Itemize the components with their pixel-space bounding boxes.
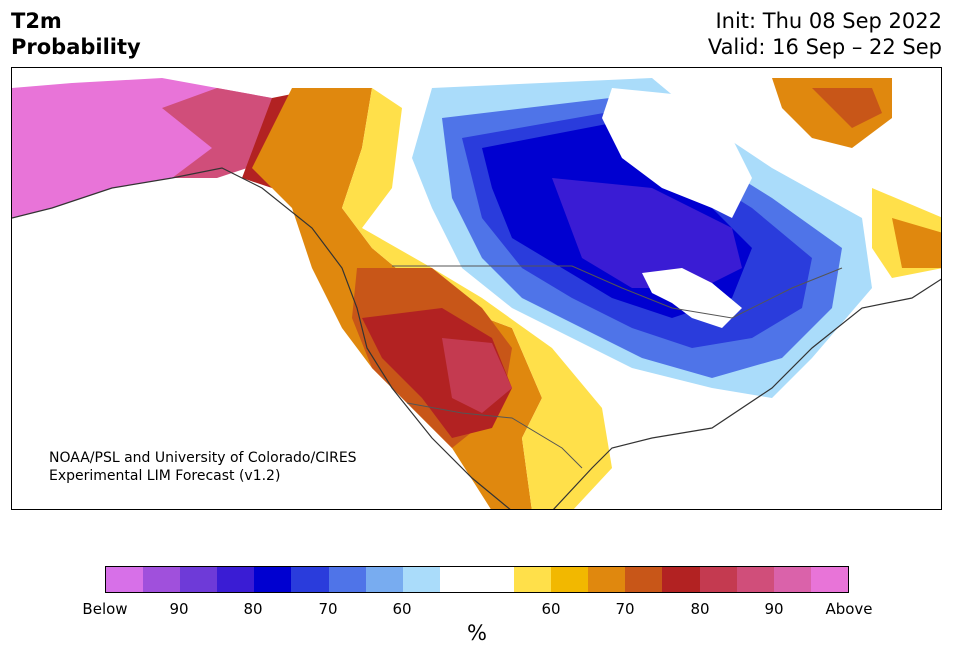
colorbar-segment	[180, 567, 218, 592]
colorbar-segment	[291, 567, 329, 592]
colorbar-segment	[514, 567, 552, 592]
colorbar-segment	[328, 567, 366, 592]
colorbar-tick: 80	[243, 600, 263, 618]
colorbar-tick: 70	[318, 600, 338, 618]
colorbar-segment	[217, 567, 255, 592]
colorbar-tick: 80	[690, 600, 710, 618]
colorbar-segment	[588, 567, 626, 592]
colorbar-tick: 60	[541, 600, 561, 618]
title-line-2: Probability	[11, 35, 141, 59]
maritime-above-60	[892, 218, 941, 268]
colorbar-tick: Above	[825, 600, 873, 618]
colorbar	[105, 566, 849, 593]
colorbar-segment	[625, 567, 663, 592]
colorbar-segment	[551, 567, 589, 592]
colorbar-segment	[143, 567, 181, 592]
date-info: Init: Thu 08 Sep 2022 Valid: 16 Sep – 22…	[708, 8, 942, 60]
credit-line-2: Experimental LIM Forecast (v1.2)	[49, 468, 281, 484]
colorbar-segment	[254, 567, 292, 592]
colorbar-tick: 90	[764, 600, 784, 618]
colorbar-segment	[773, 567, 811, 592]
us-mexico-border	[406, 402, 583, 469]
colorbar-segment	[736, 567, 774, 592]
valid-range: Valid: 16 Sep – 22 Sep	[707, 35, 942, 59]
title-line-1: T2m	[11, 9, 62, 33]
colorbar-segment	[699, 567, 737, 592]
coastline	[12, 167, 941, 509]
colorbar-segment	[106, 567, 144, 592]
colorbar-segment	[476, 567, 515, 592]
map-svg	[12, 78, 941, 509]
us-canada-border	[392, 265, 843, 319]
cold-below-75	[552, 178, 742, 288]
colorbar-tick: 90	[169, 600, 189, 618]
great-lakes	[642, 268, 742, 328]
colorbar-segment	[439, 567, 477, 592]
colorbar-tick: 60	[392, 600, 412, 618]
ne-above-65	[812, 88, 882, 128]
init-date: Init: Thu 08 Sep 2022	[715, 9, 942, 33]
forecast-map	[11, 67, 942, 510]
colorbar-tick: Below	[82, 600, 128, 618]
colorbar-segment	[365, 567, 403, 592]
colorbar-segment	[402, 567, 440, 592]
credit-line-1: NOAA/PSL and University of Colorado/CIRE…	[49, 450, 357, 466]
colorbar-unit: %	[467, 621, 487, 645]
map-title: T2m Probability	[11, 8, 141, 60]
sw-above-80	[442, 338, 512, 413]
colorbar-tick: 70	[615, 600, 635, 618]
colorbar-segment	[662, 567, 700, 592]
hudson-bay	[602, 88, 752, 218]
credit-text: NOAA/PSL and University of Colorado/CIRE…	[49, 449, 357, 485]
west-above-50	[342, 88, 612, 509]
colorbar-segment	[810, 567, 848, 592]
